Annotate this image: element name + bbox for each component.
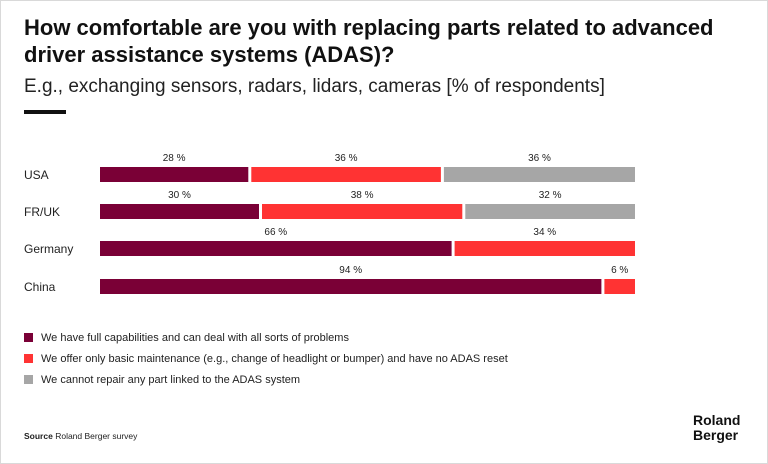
data-label: 34 % [533, 227, 556, 238]
legend-label: We cannot repair any part linked to the … [41, 374, 301, 386]
bar-segment [443, 167, 635, 182]
bar-segment [262, 204, 463, 219]
legend-swatch-full-capabilities [24, 333, 33, 342]
chart-title: How comfortable are you with replacing p… [24, 15, 714, 67]
roland-berger-logo: Roland Berger [693, 413, 740, 443]
bar-segment [604, 279, 635, 294]
source-label: Source [24, 431, 53, 441]
category-label: Germany [24, 242, 73, 256]
bar-segment [454, 241, 635, 256]
chart-subtitle: E.g., exchanging sensors, radars, lidars… [24, 76, 605, 97]
category-label: FR/UK [24, 205, 60, 219]
logo-line-1: Roland [693, 412, 741, 428]
data-label: 38 % [351, 190, 374, 201]
bar-segment [100, 279, 602, 294]
category-label: China [24, 280, 56, 294]
stacked-bar-chart: USA 28 % 36 % 36 % FR/UK 30 % 38 % 32 % Germany 6… [24, 153, 635, 294]
data-label: 36 % [528, 153, 551, 164]
legend-label: We offer only basic maintenance (e.g., c… [41, 353, 508, 365]
legend-swatch-cannot-repair [24, 375, 33, 384]
legend-swatch-basic-maintenance [24, 354, 33, 363]
category-label: USA [24, 168, 49, 182]
legend-label: We have full capabilities and can deal w… [41, 332, 349, 344]
data-label: 28 % [163, 153, 186, 164]
bar-segment [251, 167, 441, 182]
logo-line-2: Berger [693, 427, 739, 443]
data-label: 32 % [539, 190, 562, 201]
bar-segment [100, 241, 452, 256]
data-label: 66 % [264, 227, 287, 238]
title-rule [24, 110, 66, 114]
data-label: 94 % [339, 265, 362, 276]
data-label: 6 % [611, 265, 628, 276]
source-note: Source Roland Berger survey [24, 431, 137, 441]
data-label: 36 % [335, 153, 358, 164]
data-label: 30 % [168, 190, 191, 201]
bar-segment [465, 204, 635, 219]
bar-segment [100, 204, 259, 219]
source-text: Roland Berger survey [55, 431, 138, 441]
bar-segment [100, 167, 249, 182]
